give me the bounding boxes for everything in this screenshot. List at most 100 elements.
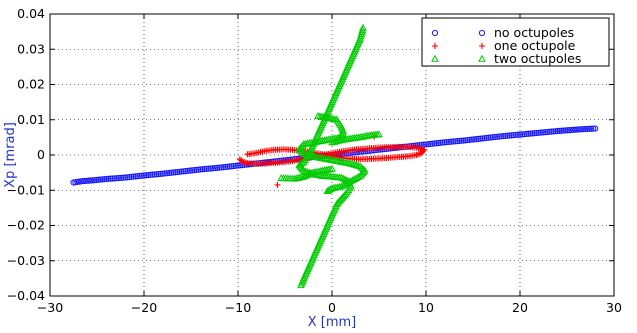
data-point [502, 132, 509, 140]
data-point [168, 169, 175, 176]
x-tick-label: 10 [418, 300, 434, 315]
data-point [186, 167, 194, 174]
data-point [224, 163, 231, 170]
data-point [172, 169, 179, 176]
legend-markers [431, 29, 486, 62]
data-point [479, 135, 486, 142]
data-point [244, 151, 251, 158]
data-point [132, 173, 139, 180]
data-point [145, 171, 152, 179]
data-point [147, 171, 154, 178]
data-point [234, 162, 242, 169]
y-tick-label: 0.04 [17, 6, 45, 21]
data-point [101, 176, 108, 183]
data-point [512, 131, 519, 139]
y-axis-label: Xp [mrad] [3, 122, 18, 188]
data-point [218, 164, 225, 171]
data-point [203, 165, 210, 172]
legend-label-one-octupole: one octupole [494, 38, 576, 53]
legend-marker [478, 29, 486, 37]
legend-marker [431, 54, 439, 62]
series-two-octupoles [277, 23, 383, 289]
data-point [155, 170, 162, 178]
data-point [429, 140, 436, 147]
data-point [325, 186, 333, 194]
data-point [199, 166, 206, 173]
data-point [441, 139, 448, 146]
data-point [588, 125, 595, 132]
data-point [307, 151, 316, 159]
data-point [435, 139, 442, 147]
data-point [136, 172, 143, 180]
data-point [450, 138, 457, 145]
data-point [95, 176, 102, 183]
data-point [443, 139, 450, 146]
x-tick-label: −10 [225, 300, 251, 315]
x-tick-label: 0 [328, 300, 336, 315]
data-point [157, 170, 164, 177]
data-point [163, 170, 171, 177]
y-tick-label: −0.04 [7, 288, 45, 303]
data-point [211, 164, 219, 172]
data-point [309, 168, 318, 176]
data-point [126, 173, 133, 181]
data-point [303, 150, 312, 158]
data-point [128, 173, 135, 180]
data-point [578, 126, 585, 133]
x-tick-label: 20 [512, 300, 528, 315]
data-point [552, 128, 559, 135]
y-tick-label: 0.02 [17, 77, 45, 92]
data-point [566, 127, 573, 134]
legend-marker [432, 43, 438, 49]
data-point [445, 138, 453, 146]
data-point [109, 175, 116, 182]
data-point [485, 134, 492, 141]
data-point [452, 138, 459, 145]
data-point [544, 128, 551, 136]
data-point [191, 167, 198, 174]
y-tick-label: 0.01 [17, 112, 45, 127]
data-point [93, 176, 100, 184]
data-point [326, 185, 335, 193]
legend: no octupoles one octupole two octupoles [421, 17, 610, 67]
data-point [533, 129, 540, 137]
data-point [431, 140, 438, 147]
data-point [354, 161, 363, 169]
data-point [296, 146, 305, 154]
data-point [305, 170, 314, 178]
data-point [514, 131, 522, 138]
data-point [216, 164, 223, 171]
y-tick-label: −0.02 [7, 218, 45, 233]
data-point [298, 148, 307, 156]
data-point [554, 127, 561, 135]
data-point [195, 166, 202, 173]
data-point [356, 162, 365, 170]
data-point [299, 149, 308, 157]
data-point [138, 172, 146, 179]
data-point [226, 163, 233, 170]
data-point [523, 130, 530, 138]
data-point [209, 165, 217, 172]
data-point [305, 151, 314, 159]
data-point [117, 174, 125, 181]
data-point [303, 170, 312, 178]
data-point [142, 172, 150, 179]
data-point [176, 168, 183, 175]
data-point [178, 168, 185, 175]
data-point [510, 132, 517, 139]
data-point [188, 167, 196, 174]
data-point [586, 125, 593, 132]
data-point [456, 137, 463, 145]
data-point [161, 170, 168, 177]
x-tick-label: 30 [606, 300, 622, 315]
data-point [220, 164, 227, 171]
data-point [433, 140, 440, 147]
data-point [470, 136, 478, 143]
x-tick-label: −30 [37, 300, 63, 315]
data-point [529, 130, 536, 137]
data-point [184, 167, 191, 174]
data-point [348, 160, 357, 168]
data-point [558, 127, 565, 134]
data-point [89, 177, 96, 184]
